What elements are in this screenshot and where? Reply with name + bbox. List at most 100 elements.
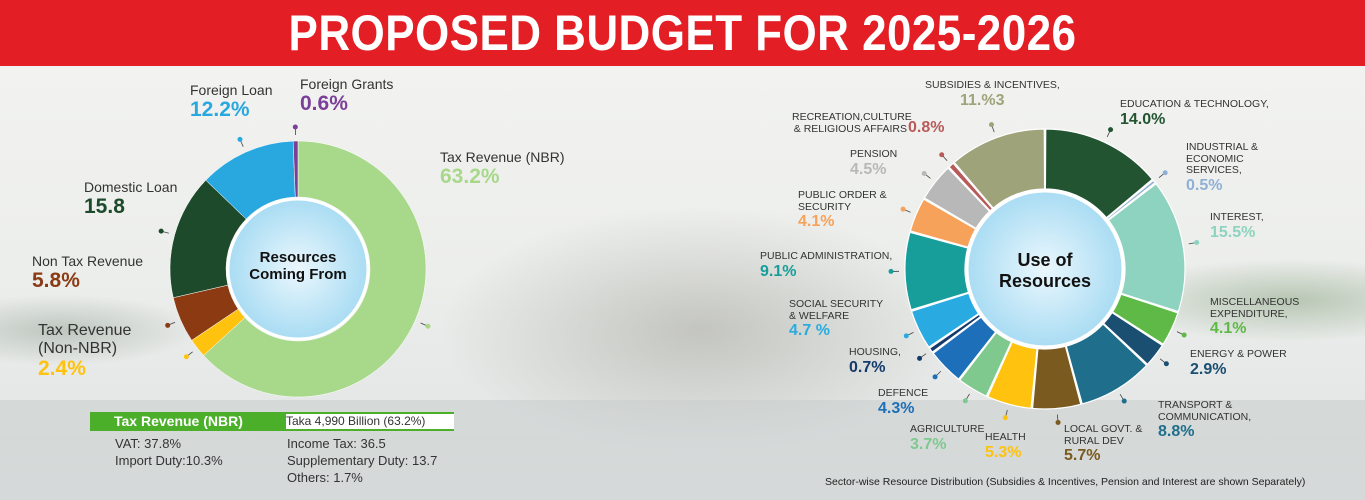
- title-banner: PROPOSED BUDGET FOR 2025-2026: [0, 0, 1365, 66]
- label-value: 11.%3: [960, 91, 1005, 109]
- leader-dot-0-0: [425, 323, 431, 329]
- donut-slice-1-7: [986, 341, 1038, 409]
- donut-slice-0-0: [203, 140, 427, 398]
- label-value: 63.2%: [440, 165, 500, 189]
- slice-label-foreign-grants: Foreign Grants 0.6%: [300, 76, 394, 116]
- center-line-2: Coming From: [249, 266, 347, 284]
- donut-slice-1-12: [904, 231, 970, 311]
- slice-label-recreation: RECREATION,CULTURE & RELIGIOUS AFFAIRS: [792, 111, 912, 135]
- label-name: PUBLIC ORDER & SECURITY: [798, 189, 887, 213]
- label-name: EDUCATION & TECHNOLOGY,: [1120, 98, 1269, 110]
- center-line-1: Use of: [1017, 250, 1073, 270]
- import-duty-text: Import Duty:10.3%: [115, 452, 223, 468]
- income-tax-text: Income Tax: 36.5: [287, 436, 386, 451]
- slice-label-tax-revenue-non-nbr: Tax Revenue (Non-NBR) 2.4%: [38, 322, 138, 380]
- slice-label-local-govt: LOCAL GOVT. & RURAL DEV 5.7%: [1064, 423, 1144, 465]
- slice-label-transport: TRANSPORT & COMMUNICATION, 8.8%: [1158, 399, 1258, 441]
- footnote: Sector-wise Resource Distribution (Subsi…: [825, 476, 1306, 488]
- donut-slice-1-10: [928, 313, 982, 353]
- label-name: PENSION: [850, 148, 898, 160]
- label-name: MISCELLANEOUS EXPENDITURE,: [1210, 296, 1300, 320]
- tax-bar-value-box: Taka 4,990 Billion (63.2%): [286, 414, 454, 429]
- leader-dot-1-7: [1002, 415, 1008, 421]
- label-value: 5.8%: [32, 269, 80, 293]
- label-value: 5.3%: [985, 443, 1022, 461]
- leader-dot-1-10: [917, 355, 923, 361]
- slice-label-industrial: INDUSTRIAL & ECONOMIC SERVICES, 0.5%: [1186, 141, 1296, 194]
- right-center-label: Use of Resources: [980, 250, 1110, 291]
- label-name: Tax Revenue (NBR): [440, 149, 565, 165]
- label-value: 8.8%: [1158, 423, 1195, 441]
- donut-center-disc-0: [226, 197, 370, 341]
- label-value: 4.7 %: [789, 322, 830, 340]
- slice-label-subsidies: SUBSIDIES & INCENTIVES, 11.%3: [925, 79, 1060, 109]
- slice-label-housing: HOUSING, 0.7%: [849, 346, 901, 376]
- slice-label-tax-revenue-nbr: Tax Revenue (NBR) 63.2%: [440, 149, 565, 189]
- label-name: PUBLIC ADMINISTRATION,: [760, 250, 893, 262]
- label-value: 15.5%: [1210, 223, 1256, 241]
- tax-bar-value: Taka 4,990 Billion (63.2%): [286, 414, 426, 428]
- slice-label-public-order: PUBLIC ORDER & SECURITY 4.1%: [798, 189, 888, 231]
- slice-label-agriculture: AGRICULTURE 3.7%: [910, 423, 985, 453]
- leader-dot-1-5: [1121, 398, 1127, 404]
- donut-slice-1-16: [953, 128, 1046, 209]
- label-value: 0.5%: [1186, 176, 1223, 194]
- slice-label-foreign-loan: Foreign Loan 12.2%: [190, 82, 273, 122]
- leader-dot-0-2: [165, 322, 171, 328]
- leader-dot-1-11: [903, 333, 909, 339]
- donut-slice-1-8: [958, 331, 1013, 397]
- leader-dot-1-2: [1194, 240, 1200, 246]
- donut-slice-1-4: [1102, 311, 1164, 366]
- slice-label-domestic-loan: Domestic Loan 15.8: [84, 179, 177, 219]
- tax-breakdown-left: VAT: 37.8% Import Duty:10.3%: [115, 436, 223, 470]
- page-title: PROPOSED BUDGET FOR 2025-2026: [288, 5, 1077, 61]
- donut-slice-1-14: [923, 167, 991, 230]
- tax-revenue-bar: Tax Revenue (NBR) Taka 4,990 Billion (63…: [90, 412, 454, 431]
- leader-dot-0-3: [158, 228, 164, 234]
- slice-label-health: HEALTH 5.3%: [985, 431, 1026, 461]
- leader-dot-1-8: [962, 398, 968, 404]
- label-name: RECREATION,CULTURE & RELIGIOUS AFFAIRS: [792, 111, 912, 135]
- slice-label-social-security: SOCIAL SECURITY & WELFARE 4.7 %: [789, 298, 889, 340]
- label-name: Foreign Grants: [300, 76, 394, 92]
- label-value: 12.2%: [190, 98, 250, 122]
- slice-label-interest: INTEREST, 15.5%: [1210, 211, 1264, 241]
- leader-dot-1-3: [1181, 332, 1187, 338]
- label-value: 3.7%: [910, 435, 947, 453]
- slice-label-education: EDUCATION & TECHNOLOGY, 14.0%: [1120, 98, 1269, 128]
- leader-dot-0-4: [237, 136, 243, 142]
- leader-dot-1-9: [932, 374, 938, 380]
- label-value: 4.5%: [850, 160, 887, 178]
- label-name: HEALTH: [985, 431, 1026, 443]
- donut-center-disc-1: [965, 189, 1125, 349]
- donut-slice-0-5: [292, 140, 299, 198]
- supplementary-duty-text: Supplementary Duty: 13.7: [287, 452, 438, 468]
- tax-breakdown-right: Income Tax: 36.5 Supplementary Duty: 13.…: [287, 436, 437, 487]
- label-name: SUBSIDIES & INCENTIVES,: [925, 79, 1060, 91]
- leader-dot-1-1: [1162, 170, 1168, 176]
- leader-dot-1-16: [988, 122, 994, 128]
- label-value: 4.3%: [878, 399, 915, 417]
- slice-label-recreation-value: 0.8%: [908, 119, 944, 137]
- label-name: SOCIAL SECURITY & WELFARE: [789, 298, 883, 322]
- label-value: 15.8: [84, 195, 125, 219]
- label-value: 4.1%: [798, 213, 835, 231]
- donut-slice-1-2: [1107, 182, 1186, 313]
- label-value: 5.7%: [1064, 447, 1101, 465]
- slice-label-energy: ENERGY & POWER 2.9%: [1190, 348, 1287, 378]
- label-name: AGRICULTURE: [910, 423, 985, 435]
- label-value: 9.1%: [760, 262, 797, 280]
- label-name: Foreign Loan: [190, 82, 273, 98]
- label-name: DEFENCE: [878, 387, 929, 399]
- slice-label-non-tax-revenue: Non Tax Revenue 5.8%: [32, 253, 143, 293]
- label-value: 0.6%: [300, 92, 348, 116]
- slice-label-defence: DEFENCE 4.3%: [878, 387, 929, 417]
- donut-slice-1-13: [909, 198, 977, 248]
- label-name: Tax Revenue (Non-NBR): [38, 322, 132, 357]
- donut-slice-1-1: [1106, 179, 1157, 221]
- donut-slice-1-5: [1065, 323, 1148, 405]
- vat-text: VAT: 37.8%: [115, 436, 181, 451]
- slice-label-pension: PENSION 4.5%: [850, 148, 898, 178]
- leader-dot-1-12: [888, 268, 894, 274]
- label-value: 14.0%: [1120, 110, 1166, 128]
